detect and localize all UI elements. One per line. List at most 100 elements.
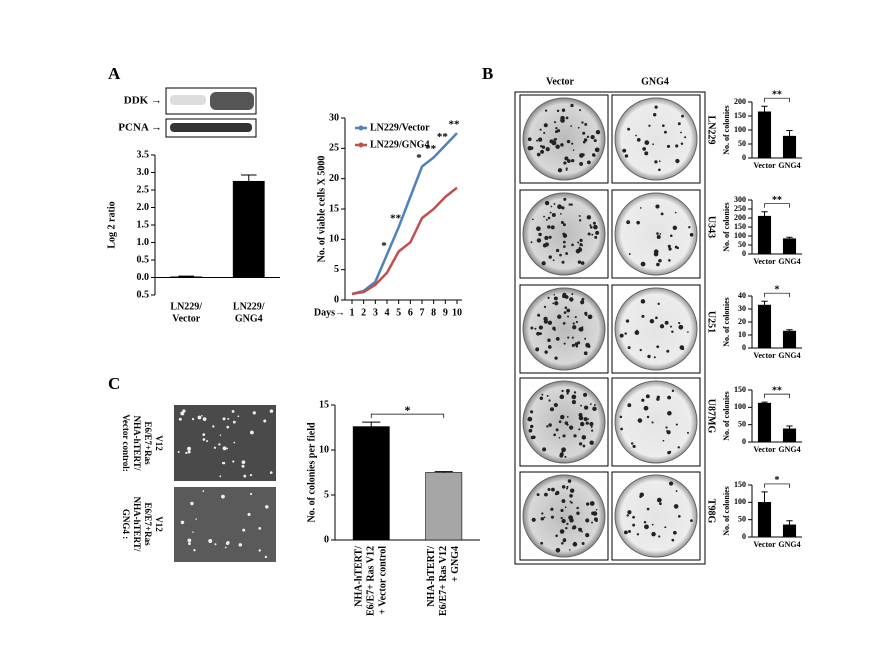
colony xyxy=(232,460,235,463)
significance: ** xyxy=(390,213,402,225)
image-label: E6/E7+Ras xyxy=(143,421,153,465)
colony xyxy=(666,349,670,353)
colony xyxy=(554,356,558,360)
colony xyxy=(575,248,581,254)
colony xyxy=(628,253,631,255)
colony xyxy=(672,225,678,230)
colony xyxy=(643,405,649,411)
colony xyxy=(595,519,598,523)
colony xyxy=(587,232,591,236)
colony xyxy=(264,555,268,559)
colony xyxy=(593,139,597,143)
colony xyxy=(545,147,550,152)
colony xyxy=(540,149,545,154)
colony xyxy=(651,421,654,424)
colony xyxy=(226,447,229,450)
y-tick-label: 150 xyxy=(734,222,746,231)
colony xyxy=(590,425,593,428)
colony xyxy=(527,145,533,151)
colony xyxy=(551,487,555,492)
colony xyxy=(241,460,246,465)
cell-line-label: T98G xyxy=(706,499,717,524)
colony xyxy=(561,485,566,489)
blot-band xyxy=(210,92,254,110)
colony xyxy=(535,347,540,352)
colony xyxy=(547,225,551,229)
colony xyxy=(571,527,575,530)
colony xyxy=(675,423,678,426)
plate xyxy=(614,380,698,464)
series-line xyxy=(351,132,458,296)
colony xyxy=(587,418,590,420)
y-tick-label: 40 xyxy=(738,291,746,300)
error-bar xyxy=(761,105,768,112)
micrograph-dots xyxy=(177,409,274,559)
colony xyxy=(218,443,221,446)
colony xyxy=(560,115,565,121)
colony xyxy=(566,392,569,395)
colony xyxy=(553,402,558,408)
colony xyxy=(653,251,659,257)
colony xyxy=(687,331,689,333)
colony xyxy=(540,541,544,545)
colony xyxy=(671,330,674,333)
colony xyxy=(651,523,654,526)
colony xyxy=(561,518,566,524)
colony xyxy=(671,538,675,542)
significance-bracket xyxy=(764,393,790,399)
colony xyxy=(645,394,650,399)
colony xyxy=(569,425,574,430)
colony xyxy=(536,139,539,142)
colony xyxy=(585,533,590,538)
colony xyxy=(550,507,554,511)
colony xyxy=(561,260,565,264)
colony xyxy=(573,391,577,394)
y-tick-label: 0 xyxy=(742,437,746,446)
bar xyxy=(782,524,797,538)
colony xyxy=(585,518,590,523)
colony xyxy=(584,337,587,340)
colony xyxy=(678,515,681,518)
y-tick-label: 0.0 xyxy=(137,272,150,283)
x-tick-label: Vector xyxy=(172,313,201,324)
colony xyxy=(675,490,678,492)
plate xyxy=(614,97,698,181)
colony xyxy=(187,446,191,451)
colony xyxy=(562,223,566,227)
colony xyxy=(570,203,573,206)
colony xyxy=(576,506,579,510)
colony xyxy=(658,168,661,172)
colony xyxy=(578,527,583,532)
colony xyxy=(575,320,579,324)
x-tick-label: GNG4 xyxy=(778,540,800,549)
colony xyxy=(641,398,645,402)
colony xyxy=(642,147,647,151)
colony xyxy=(536,493,540,497)
colony xyxy=(660,212,664,216)
colony xyxy=(591,521,594,524)
colony xyxy=(581,541,585,545)
colony xyxy=(587,314,593,320)
colony xyxy=(569,518,574,523)
colony xyxy=(558,436,561,439)
colony xyxy=(571,394,577,400)
y-tick-label: 250 xyxy=(734,204,746,213)
colony xyxy=(675,144,679,148)
colony xyxy=(543,131,546,135)
colony xyxy=(576,511,580,515)
y-tick-label: 0 xyxy=(742,343,746,352)
colony xyxy=(241,464,245,468)
colony xyxy=(555,428,559,432)
x-tick-label: 6 xyxy=(408,307,413,318)
colony xyxy=(639,495,643,499)
colony xyxy=(677,446,680,449)
colony xyxy=(651,531,656,537)
image-label: V12 xyxy=(154,516,164,532)
colony xyxy=(258,549,261,552)
bar xyxy=(782,428,797,443)
colony xyxy=(231,410,235,413)
colony xyxy=(659,324,665,329)
colony xyxy=(560,516,563,520)
colony xyxy=(646,415,650,419)
colony xyxy=(263,419,267,423)
